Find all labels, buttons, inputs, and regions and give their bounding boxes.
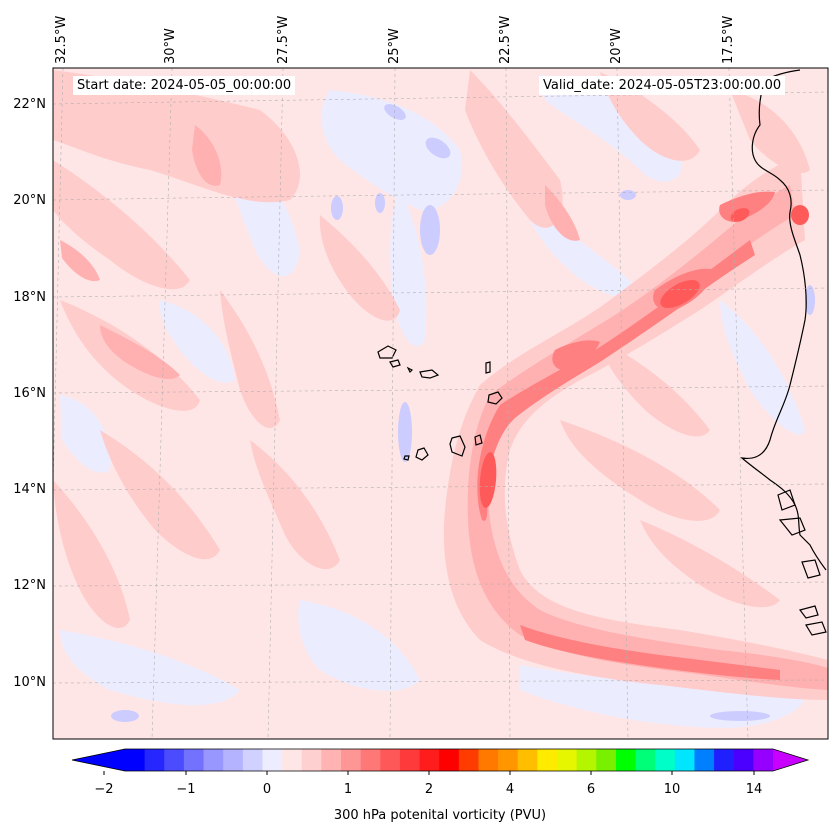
- colorbar-segment: [321, 749, 342, 771]
- colorbar-segment: [615, 749, 637, 771]
- coast-inlet-2: [778, 517, 806, 536]
- colorbar: [125, 749, 774, 771]
- island-boa-vista: [487, 391, 503, 405]
- colorbar-segment: [596, 749, 617, 771]
- colorbar-segment: [694, 749, 715, 771]
- lon-label-20w: 20°W: [609, 28, 624, 64]
- colorbar-tick-label: −1: [176, 782, 196, 797]
- red-cores: [479, 205, 809, 508]
- lon-label-17-5w: 17.5°W: [721, 15, 736, 64]
- lon-label-25w: 25°W: [387, 28, 402, 64]
- coast-inlet-1: [777, 489, 796, 511]
- colorbar-tick-label: 10: [663, 782, 681, 797]
- map-frame: [52, 67, 829, 740]
- lat-label-20n: 20°N: [13, 193, 46, 208]
- island-santa-luzia: [406, 366, 414, 374]
- colorbar-segment: [655, 749, 676, 771]
- gridlines: [53, 68, 828, 739]
- colorbar-segment: [125, 749, 146, 771]
- colorbar-segment: [478, 749, 499, 771]
- coast-inlet-3: [801, 559, 821, 579]
- lon-label-22-5w: 22.5°W: [498, 15, 513, 64]
- colorbar-segment: [183, 749, 205, 771]
- colorbar-segment: [419, 749, 440, 771]
- start-date-label: Start date: 2024-05-05_00:00:00: [73, 76, 296, 95]
- lon-label-30w: 30°W: [163, 28, 178, 64]
- colorbar-segment: [282, 749, 303, 771]
- lat-label-14n: 14°N: [13, 482, 46, 497]
- colorbar-segment: [223, 749, 244, 771]
- colorbar-segment: [517, 749, 538, 771]
- island-santiago: [449, 435, 466, 457]
- lat-label-16n: 16°N: [13, 386, 46, 401]
- colorbar-tick-label: 6: [586, 782, 596, 797]
- colorbar-tick-label: 2: [424, 782, 434, 797]
- colorbar-title: 300 hPa potenital vorticity (PVU): [333, 808, 547, 823]
- colorbar-segment: [341, 749, 362, 771]
- colorbar-outline: [71, 748, 810, 772]
- cape-verde-islands: [377, 345, 503, 461]
- colorbar-tick-label: 0: [262, 782, 272, 797]
- colorbar-segment: [576, 749, 597, 771]
- colorbar-segment: [714, 749, 735, 771]
- negative-pv-patches: [60, 75, 807, 728]
- lat-label-22n: 22°N: [13, 97, 46, 112]
- pink-bands: [60, 125, 828, 690]
- colorbar-tick-label: 4: [505, 782, 515, 797]
- colorbar-segment: [498, 749, 519, 771]
- valid-date-label: Valid_date: 2024-05-05T23:00:00.00: [539, 76, 786, 95]
- colorbar-segment: [635, 749, 656, 771]
- island-maio: [474, 434, 483, 446]
- colorbar-segment: [301, 749, 322, 771]
- colorbar-ticks: [103, 771, 755, 775]
- blue-pv-spots: [111, 104, 815, 722]
- colorbar-segment: [399, 749, 421, 771]
- colorbar-segment: [242, 749, 263, 771]
- colorbar-segment: [753, 749, 774, 771]
- island-sao-nicolau: [419, 369, 440, 379]
- island-brava: [403, 455, 410, 461]
- colorbar-segment: [203, 749, 224, 771]
- colorbar-segment: [439, 749, 460, 771]
- island-sal: [485, 361, 491, 374]
- lat-label-12n: 12°N: [13, 578, 46, 593]
- colorbar-segment: [537, 749, 558, 771]
- colorbar-extend-high: [773, 749, 808, 771]
- colorbar-segment: [380, 749, 401, 771]
- coast-inlet-5: [805, 621, 827, 636]
- colorbar-segment: [733, 749, 754, 771]
- colorbar-segment: [557, 749, 578, 771]
- lat-label-18n: 18°N: [13, 290, 46, 305]
- lon-label-32-5w: 32.5°W: [54, 15, 69, 64]
- lon-label-27-5w: 27.5°W: [276, 15, 291, 64]
- colorbar-segment: [458, 749, 479, 771]
- colorbar-tick-label: −2: [94, 782, 114, 797]
- colorbar-segment: [360, 749, 381, 771]
- island-sao-vicente: [389, 359, 401, 368]
- island-santo-antao: [377, 345, 397, 359]
- colorbar-extend-low: [72, 749, 125, 771]
- coast-inlet-4: [798, 605, 819, 619]
- colorbar-tick-label: 14: [745, 782, 763, 797]
- colorbar-segment: [262, 749, 283, 771]
- lat-label-10n: 10°N: [13, 675, 46, 690]
- colorbar-segment: [164, 749, 185, 771]
- colorbar-segment: [674, 749, 695, 771]
- colorbar-tick-label: 1: [343, 782, 353, 797]
- pv-field: [53, 68, 828, 739]
- island-fogo: [415, 447, 429, 461]
- colorbar-segment: [144, 749, 165, 771]
